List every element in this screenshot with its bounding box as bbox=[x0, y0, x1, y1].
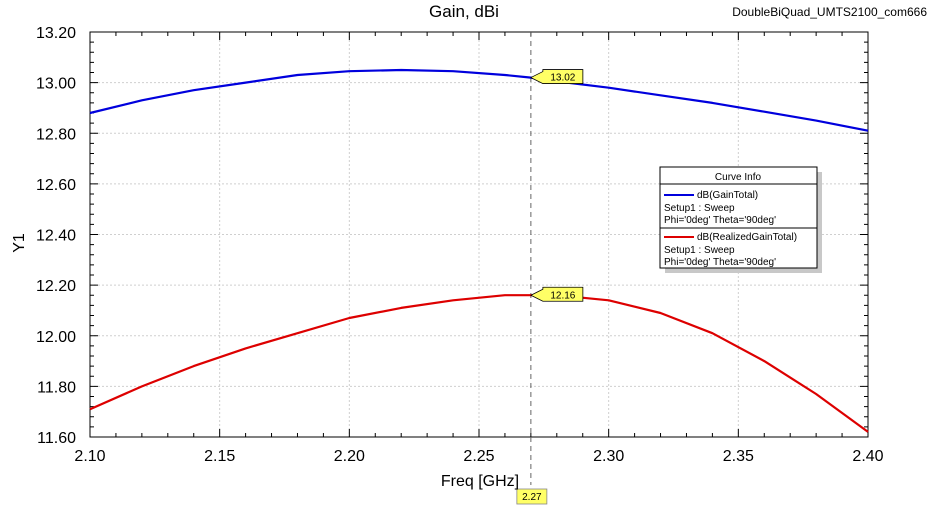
y-tick-label: 12.80 bbox=[36, 126, 76, 143]
x-tick-label: 2.30 bbox=[593, 448, 624, 465]
y-tick-label: 11.80 bbox=[37, 379, 76, 396]
project-name: DoubleBiQuad_UMTS2100_com666 bbox=[732, 5, 927, 19]
marker-flag-0 bbox=[529, 69, 584, 84]
x-axis-label: Freq [GHz] bbox=[441, 473, 519, 490]
y-tick-label: 11.60 bbox=[37, 430, 76, 447]
legend-title: Curve Info bbox=[715, 172, 762, 183]
y-tick-label: 12.40 bbox=[36, 228, 76, 245]
marker-flag-1 bbox=[529, 286, 584, 302]
plot-area-frame bbox=[89, 31, 869, 438]
series-lines bbox=[89, 68, 869, 433]
x-tick-label: 2.20 bbox=[334, 448, 365, 465]
x-tick-label: 2.10 bbox=[74, 448, 105, 465]
tick-labels: 2.10 2.15 2.20 2.25 2.30 2.35 2.40 11.60 11.80 12… bbox=[36, 25, 884, 465]
series-line-0 bbox=[89, 68, 869, 132]
x-tick-label: 2.15 bbox=[204, 448, 235, 465]
marker-x-label: 2.27 bbox=[522, 492, 542, 503]
x-tick-label: 2.35 bbox=[723, 448, 754, 465]
legend-name-gain-total: dB(GainTotal) bbox=[697, 190, 758, 201]
y-tick-label: 13.00 bbox=[36, 76, 76, 93]
legend: Curve Info dB(GainTotal) Setup1 : Sweep … bbox=[659, 166, 822, 273]
y-tick-label: 12.00 bbox=[36, 329, 76, 346]
legend-setup-gain-total: Setup1 : Sweep bbox=[664, 203, 735, 214]
marker-value-0: 13.02 bbox=[550, 73, 575, 84]
marker-x-badge bbox=[516, 488, 548, 505]
marker-value-1: 12.16 bbox=[550, 290, 575, 301]
x-tick-label: 2.40 bbox=[852, 448, 883, 465]
y-tick-label: 12.60 bbox=[36, 177, 76, 194]
legend-params-gain-total: Phi='0deg' Theta='90deg' bbox=[664, 215, 776, 226]
y-tick-label: 13.20 bbox=[36, 25, 76, 42]
chart-title: Gain, dBi bbox=[429, 2, 499, 21]
legend-params-realized-gain: Phi='0deg' Theta='90deg' bbox=[664, 257, 776, 268]
x-tick-label: 2.25 bbox=[463, 448, 494, 465]
y-tick-label: 12.20 bbox=[36, 278, 76, 295]
legend-name-realized-gain: dB(RealizedGainTotal) bbox=[697, 232, 797, 243]
series-line-1 bbox=[89, 294, 869, 433]
marker-labels: 13.02 12.16 2.27 bbox=[516, 69, 584, 505]
y-axis-label: Y1 bbox=[11, 233, 28, 253]
legend-setup-realized-gain: Setup1 : Sweep bbox=[664, 245, 735, 256]
